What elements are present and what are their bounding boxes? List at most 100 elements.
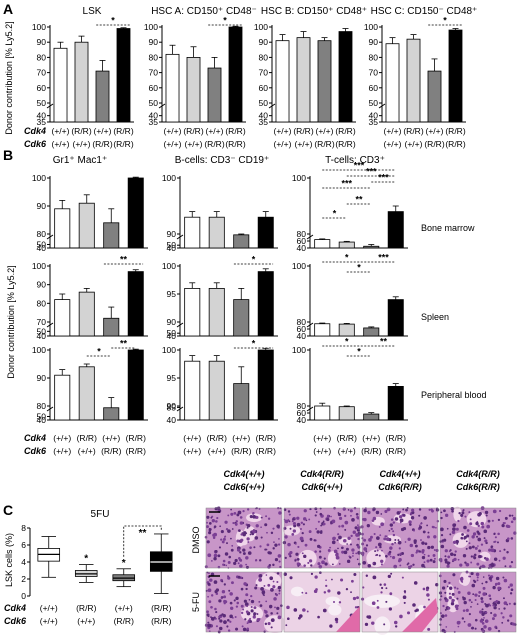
histology-nucleus [285, 624, 288, 627]
histology-nucleus [376, 553, 379, 556]
histology-nucleus [471, 535, 475, 539]
histology-nucleus [308, 518, 311, 521]
histology-nucleus [238, 540, 241, 542]
histology-nucleus [504, 516, 508, 520]
cdk4-row-label: Cdk4 [4, 603, 26, 613]
panel-b-chart-8-sig-label: ** [380, 337, 388, 347]
histology-nucleus [356, 515, 360, 519]
panel-a-chart-3-bar [406, 38, 421, 123]
histology-nucleus [500, 612, 503, 615]
histology-nucleus [438, 574, 442, 578]
histology-nucleus [398, 515, 403, 519]
genotype-cdk6-cell: (R/R) [335, 139, 355, 149]
histology-nucleus [397, 539, 400, 542]
histology-nucleus [267, 551, 272, 555]
histology-nucleus [380, 563, 383, 566]
histology-nucleus [276, 580, 279, 583]
histology-nucleus [421, 555, 426, 560]
histology-nucleus [323, 591, 327, 594]
histology-nucleus [319, 571, 322, 574]
histology-nucleus [250, 594, 253, 598]
histology-nucleus [349, 543, 352, 546]
histology-nucleus [466, 529, 470, 532]
genotype-cdk6-cell: (R/R) [445, 139, 465, 149]
histology-nucleus [320, 530, 323, 533]
histology-nucleus [351, 548, 355, 552]
histology-nucleus [385, 554, 388, 558]
histology-nucleus [380, 522, 385, 527]
histology-nucleus [293, 608, 298, 612]
histology-nucleus [488, 548, 492, 552]
histology-nucleus [474, 546, 478, 550]
histology-nucleus [214, 507, 218, 511]
histology-nucleus [243, 531, 247, 535]
panel-b-chart-2-sig-label: *** [378, 173, 389, 183]
panel-b-chart-6-bar [78, 366, 95, 421]
histology-nucleus [506, 550, 509, 554]
histology-nucleus [242, 627, 247, 632]
histology-nucleus [427, 598, 430, 601]
histology-nucleus [502, 576, 505, 579]
histology-nucleus [441, 614, 445, 618]
histology-nucleus [258, 618, 261, 620]
panel-b-chart-3-ytick-label: 50 [37, 326, 47, 336]
histology-nucleus [451, 592, 455, 596]
panel-b-chart-8-axis-break [306, 406, 314, 412]
histology-nucleus [444, 555, 447, 558]
histology-nucleus [207, 595, 209, 598]
histology-nucleus [226, 625, 229, 628]
histology-nucleus [270, 531, 274, 535]
histology-nucleus [457, 591, 461, 594]
histology-nucleus [301, 591, 304, 594]
histology-nucleus [255, 584, 258, 587]
genotype-cdk6-cell: (R/R) [386, 446, 406, 456]
histology-nucleus [477, 545, 479, 547]
panel-b-chart-1-ytick-label: 50 [167, 240, 177, 250]
histology-nucleus [352, 530, 356, 534]
histology-nucleus [355, 552, 358, 555]
histology-nucleus [457, 558, 460, 561]
histology-nucleus [248, 598, 251, 601]
histology-nucleus [451, 530, 456, 534]
histology-nucleus [481, 564, 485, 569]
histology-nucleus [272, 580, 275, 583]
histology-nucleus [478, 549, 481, 553]
histology-nucleus [465, 540, 468, 543]
histology-nucleus [392, 530, 395, 533]
panel-b-chart-2-axis-break [306, 234, 314, 240]
histology-nucleus [448, 581, 451, 585]
histology-tile-border [361, 507, 439, 569]
histology-nucleus [318, 555, 322, 559]
histology-nucleus [497, 532, 500, 536]
histology-nucleus [363, 538, 367, 542]
panel-b-chart-3-ytick-label: 90 [37, 280, 47, 290]
histology-nucleus [272, 563, 275, 567]
histology-nucleus [283, 508, 287, 512]
histology-nucleus [338, 601, 342, 604]
histology-nucleus [287, 510, 291, 513]
histology-nucleus [389, 546, 393, 550]
histology-nucleus [284, 527, 287, 530]
panel-b-chart-2-sig-label: *** [354, 161, 365, 171]
histology-nucleus [249, 620, 253, 623]
histology-nucleus [390, 527, 393, 531]
histology-tile-border [205, 507, 283, 569]
histology-nucleus [344, 528, 347, 531]
histology-nucleus [403, 601, 406, 604]
histology-nucleus [218, 599, 222, 603]
panel-b-chart-6-bar [127, 349, 144, 421]
histology-nucleus [306, 610, 309, 613]
histology-lumen [393, 513, 413, 524]
histology-nucleus [460, 536, 463, 540]
histology-nucleus [498, 509, 502, 513]
panel-a-chart-1-genotype: (+/+) (R/R) (+/+) (R/R)(+/+) (+/+) (R/R) (R/R) [164, 126, 246, 149]
histology-nucleus [334, 617, 339, 622]
histology-nucleus [463, 600, 467, 605]
panel-a-chart-2-ytick-label: 60 [259, 83, 269, 93]
histology-nucleus [233, 561, 237, 565]
histology-nucleus [487, 574, 491, 577]
histology-nucleus [221, 613, 224, 616]
histology-nucleus [220, 597, 223, 600]
histology-nucleus [366, 524, 371, 528]
